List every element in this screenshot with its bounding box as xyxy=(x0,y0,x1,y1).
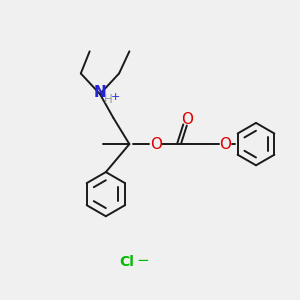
Text: O: O xyxy=(182,112,194,127)
Text: N: N xyxy=(94,85,106,100)
Text: H: H xyxy=(104,93,112,106)
Text: −: − xyxy=(136,253,149,268)
Text: +: + xyxy=(111,92,120,102)
Text: O: O xyxy=(219,136,231,152)
Text: O: O xyxy=(150,136,162,152)
Text: Cl: Cl xyxy=(119,255,134,269)
